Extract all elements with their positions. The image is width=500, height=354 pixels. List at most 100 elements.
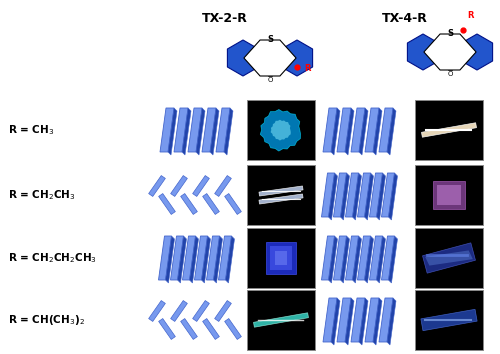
Polygon shape: [224, 194, 242, 215]
Text: R: R: [304, 64, 310, 73]
Text: S: S: [267, 35, 273, 44]
Polygon shape: [334, 236, 346, 280]
Polygon shape: [226, 236, 234, 283]
Text: TX-4-R: TX-4-R: [382, 11, 428, 24]
Polygon shape: [358, 236, 370, 280]
Polygon shape: [192, 176, 210, 196]
Polygon shape: [331, 298, 340, 345]
Polygon shape: [270, 120, 291, 141]
Polygon shape: [259, 194, 303, 204]
Polygon shape: [340, 236, 349, 283]
Polygon shape: [408, 34, 438, 70]
Polygon shape: [148, 301, 166, 321]
Text: R = CH(CH$_3$)$_2$: R = CH(CH$_3$)$_2$: [8, 313, 85, 327]
Polygon shape: [170, 301, 188, 321]
Polygon shape: [148, 176, 166, 196]
Polygon shape: [214, 236, 222, 283]
Polygon shape: [422, 123, 476, 137]
Polygon shape: [244, 40, 296, 76]
Polygon shape: [254, 313, 308, 327]
Polygon shape: [178, 236, 186, 283]
Polygon shape: [424, 34, 476, 70]
Polygon shape: [346, 173, 358, 217]
Polygon shape: [376, 173, 386, 220]
Polygon shape: [202, 319, 220, 339]
Polygon shape: [352, 173, 362, 220]
Polygon shape: [425, 250, 473, 266]
Text: R = CH$_2$CH$_3$: R = CH$_2$CH$_3$: [8, 188, 76, 202]
Bar: [247, 228, 315, 288]
Polygon shape: [166, 236, 174, 283]
Polygon shape: [421, 309, 477, 331]
Polygon shape: [373, 298, 382, 345]
Polygon shape: [196, 108, 205, 155]
Text: R: R: [467, 11, 473, 21]
Polygon shape: [370, 236, 382, 280]
Bar: [275, 251, 287, 265]
Polygon shape: [358, 173, 370, 217]
Polygon shape: [202, 108, 216, 152]
Polygon shape: [331, 108, 340, 155]
Polygon shape: [345, 108, 354, 155]
Polygon shape: [351, 298, 365, 342]
Bar: [415, 100, 483, 160]
Polygon shape: [158, 236, 172, 280]
Polygon shape: [182, 108, 191, 155]
Polygon shape: [202, 236, 210, 283]
Polygon shape: [259, 186, 303, 196]
Polygon shape: [194, 236, 207, 280]
Bar: [415, 228, 483, 288]
Polygon shape: [210, 108, 219, 155]
Polygon shape: [351, 108, 365, 152]
Polygon shape: [182, 236, 196, 280]
Text: TX-2-R: TX-2-R: [202, 11, 248, 24]
Text: R = CH$_2$CH$_2$CH$_3$: R = CH$_2$CH$_2$CH$_3$: [8, 251, 97, 265]
Polygon shape: [322, 236, 334, 280]
Polygon shape: [359, 108, 368, 155]
Polygon shape: [352, 236, 362, 283]
Polygon shape: [170, 176, 188, 196]
Polygon shape: [168, 108, 177, 155]
Polygon shape: [206, 236, 220, 280]
Bar: [437, 185, 461, 205]
Text: R = CH$_3$: R = CH$_3$: [8, 123, 54, 137]
Polygon shape: [170, 236, 183, 280]
Bar: [247, 100, 315, 160]
Polygon shape: [388, 173, 398, 220]
Polygon shape: [224, 108, 233, 155]
Polygon shape: [387, 108, 396, 155]
Polygon shape: [218, 236, 232, 280]
Polygon shape: [214, 176, 232, 196]
Bar: [247, 290, 315, 350]
Text: O: O: [448, 70, 452, 76]
Polygon shape: [180, 194, 198, 215]
Bar: [415, 165, 483, 225]
Polygon shape: [462, 34, 492, 70]
Polygon shape: [334, 173, 346, 217]
Text: S: S: [447, 29, 453, 38]
Polygon shape: [158, 194, 176, 215]
Bar: [270, 246, 292, 270]
Polygon shape: [364, 236, 374, 283]
Polygon shape: [373, 108, 382, 155]
Polygon shape: [216, 108, 230, 152]
Polygon shape: [364, 173, 374, 220]
Polygon shape: [422, 243, 476, 273]
Polygon shape: [328, 173, 338, 220]
Polygon shape: [228, 40, 258, 76]
Polygon shape: [190, 236, 198, 283]
Polygon shape: [214, 301, 232, 321]
Polygon shape: [387, 298, 396, 345]
Polygon shape: [260, 109, 300, 151]
Polygon shape: [365, 108, 379, 152]
Polygon shape: [282, 40, 312, 76]
Polygon shape: [337, 298, 351, 342]
Text: O: O: [268, 76, 272, 82]
Bar: [266, 242, 296, 274]
Polygon shape: [202, 194, 220, 215]
Polygon shape: [323, 298, 337, 342]
Polygon shape: [322, 173, 334, 217]
Polygon shape: [379, 108, 393, 152]
Polygon shape: [192, 301, 210, 321]
Polygon shape: [379, 298, 393, 342]
